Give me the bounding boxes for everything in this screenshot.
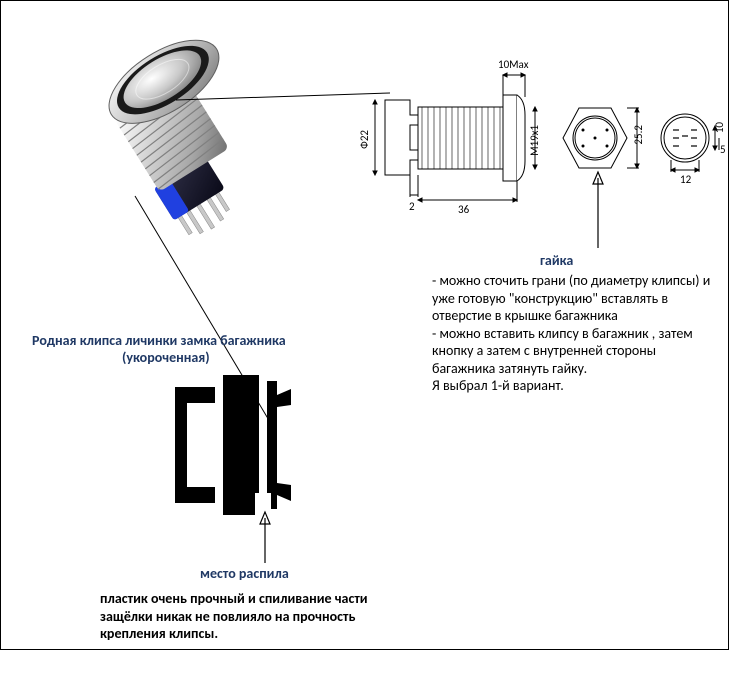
clip-title-2: (укороченная) [122, 349, 210, 366]
clip-title-1: Родная клипса личинки замка багажника [32, 332, 286, 349]
arrow-to-nut [588, 170, 608, 250]
nut-text: - можно сточить грани (по диаметру клипс… [432, 272, 717, 395]
arrow-to-cut [255, 510, 275, 565]
nut-title: гайка [540, 252, 573, 269]
cut-text: пластик очень прочный и спиливание части… [100, 590, 420, 643]
nut-text-3: Я выбрал 1-й вариант. [432, 377, 564, 394]
clip-silhouette [175, 375, 315, 515]
nut-text-2: - можно вставить клипсу в багажник , зат… [432, 325, 693, 377]
clip-title: Родная клипса личинки замка багажника (у… [32, 332, 286, 366]
cut-title: место распила [200, 565, 289, 582]
nut-text-1: - можно сточить грани (по диаметру клипс… [432, 272, 710, 324]
